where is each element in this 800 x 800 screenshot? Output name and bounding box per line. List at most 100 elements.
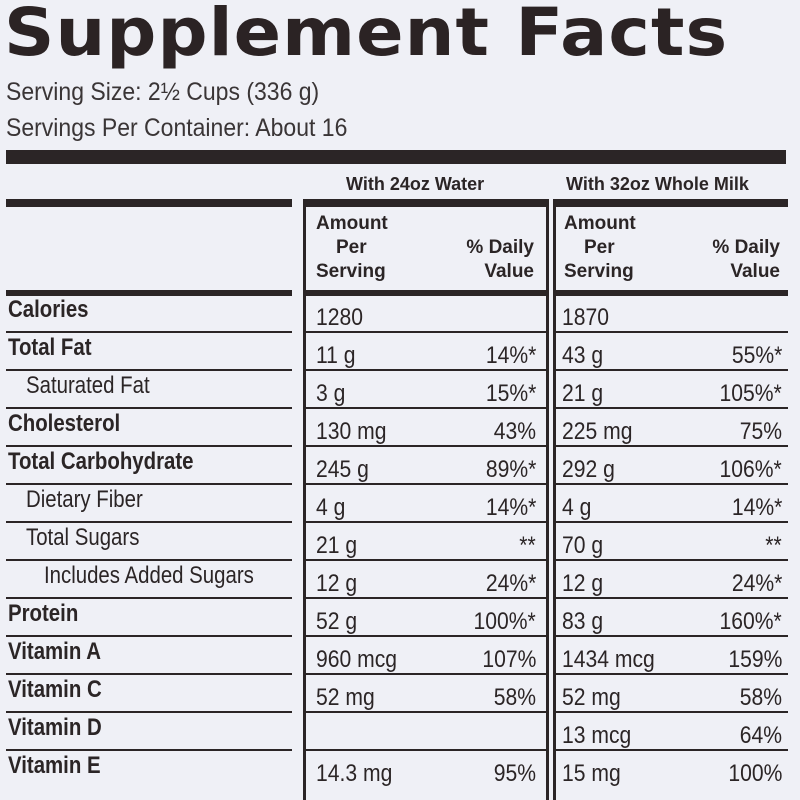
row-divider <box>306 407 546 409</box>
row-divider <box>6 711 292 713</box>
water-amount: 3 g <box>316 380 346 407</box>
milk-daily-value: ** <box>765 532 782 559</box>
row-label: Dietary Fiber <box>26 486 143 513</box>
milk-amount: 43 g <box>562 342 604 369</box>
milk-amount: 21 g <box>562 380 604 407</box>
row-divider <box>556 673 788 675</box>
row-divider <box>6 369 292 371</box>
row-divider <box>556 331 788 333</box>
row-divider <box>6 749 292 751</box>
water-amount: 1280 <box>316 304 363 331</box>
header-rule-milk <box>556 290 788 296</box>
milk-daily-value: 14%* <box>731 494 782 521</box>
milk-column-header: With 32oz Whole Milk <box>566 174 749 194</box>
milk-column-left-border <box>553 199 556 800</box>
water-amount-header: Amount Per Serving <box>316 213 388 282</box>
row-label: Includes Added Sugars <box>44 562 254 589</box>
water-daily-value: 14%* <box>485 494 536 521</box>
thick-divider <box>6 150 786 164</box>
milk-amount: 83 g <box>562 608 604 635</box>
header-rule-label <box>6 290 292 296</box>
milk-daily-value: 159% <box>727 646 782 673</box>
water-column-left-border <box>303 199 306 800</box>
milk-amount: 12 g <box>562 570 604 597</box>
milk-daily-value: 64% <box>739 722 782 749</box>
row-divider <box>6 597 292 599</box>
row-divider <box>306 521 546 523</box>
milk-daily-value: 160%* <box>719 608 782 635</box>
milk-daily-value: 75% <box>739 418 782 445</box>
milk-dv-header: % Daily Value <box>712 237 780 282</box>
row-label: Vitamin C <box>8 676 102 703</box>
water-column-header: With 24oz Water <box>346 174 485 194</box>
water-amount: 14.3 mg <box>316 760 393 787</box>
water-column-right-border <box>546 199 549 800</box>
water-amount: 52 mg <box>316 684 375 711</box>
row-label: Saturated Fat <box>26 372 150 399</box>
row-divider <box>6 559 292 561</box>
water-amount: 12 g <box>316 570 358 597</box>
water-daily-value: 14%* <box>485 342 536 369</box>
water-daily-value: 100%* <box>473 608 536 635</box>
row-divider <box>306 635 546 637</box>
milk-amount: 52 mg <box>562 684 621 711</box>
row-divider <box>306 673 546 675</box>
milk-daily-value: 24%* <box>731 570 782 597</box>
milk-amount: 4 g <box>562 494 592 521</box>
label-column-divider <box>6 199 292 207</box>
row-divider <box>6 673 292 675</box>
row-divider <box>306 483 546 485</box>
water-dv-header: % Daily Value <box>466 237 534 282</box>
milk-amount: 1434 mcg <box>562 646 655 673</box>
milk-amount: 13 mcg <box>562 722 632 749</box>
servings-per-container: Servings Per Container: About 16 <box>6 114 348 142</box>
row-divider <box>556 521 788 523</box>
row-divider <box>306 711 546 713</box>
row-divider <box>306 597 546 599</box>
water-daily-value: 15%* <box>485 380 536 407</box>
milk-daily-value: 58% <box>739 684 782 711</box>
row-divider <box>556 635 788 637</box>
water-daily-value: 43% <box>493 418 536 445</box>
row-divider <box>306 749 546 751</box>
milk-daily-value: 105%* <box>719 380 782 407</box>
water-daily-value: 107% <box>481 646 536 673</box>
milk-amount: 292 g <box>562 456 615 483</box>
water-amount: 21 g <box>316 532 358 559</box>
water-daily-value: 95% <box>493 760 536 787</box>
row-label: Protein <box>8 600 79 627</box>
water-daily-value: 58% <box>493 684 536 711</box>
row-divider <box>556 559 788 561</box>
milk-column-divider <box>556 199 788 207</box>
row-divider <box>556 445 788 447</box>
row-divider <box>6 407 292 409</box>
milk-amount: 1870 <box>562 304 609 331</box>
water-daily-value: ** <box>519 532 536 559</box>
row-divider <box>6 483 292 485</box>
row-label: Cholesterol <box>8 410 121 437</box>
row-divider <box>6 445 292 447</box>
row-label: Total Fat <box>8 334 92 361</box>
row-label: Vitamin E <box>8 752 101 779</box>
row-divider <box>556 483 788 485</box>
row-divider <box>556 407 788 409</box>
row-divider <box>556 749 788 751</box>
water-amount: 4 g <box>316 494 346 521</box>
row-divider <box>6 521 292 523</box>
row-divider <box>6 331 292 333</box>
row-label: Calories <box>8 296 89 323</box>
water-amount: 11 g <box>316 342 356 369</box>
milk-amount: 225 mg <box>562 418 633 445</box>
row-divider <box>556 711 788 713</box>
water-amount: 52 g <box>316 608 358 635</box>
milk-amount: 15 mg <box>562 760 621 787</box>
supplement-facts-title: Supplement Facts <box>4 0 729 71</box>
row-divider <box>306 445 546 447</box>
milk-daily-value: 100% <box>727 760 782 787</box>
header-rule-water <box>306 290 546 296</box>
row-label: Vitamin D <box>8 714 102 741</box>
serving-size: Serving Size: 2½ Cups (336 g) <box>6 78 320 106</box>
row-divider <box>556 597 788 599</box>
water-amount: 960 mcg <box>316 646 398 673</box>
water-daily-value: 24%* <box>485 570 536 597</box>
